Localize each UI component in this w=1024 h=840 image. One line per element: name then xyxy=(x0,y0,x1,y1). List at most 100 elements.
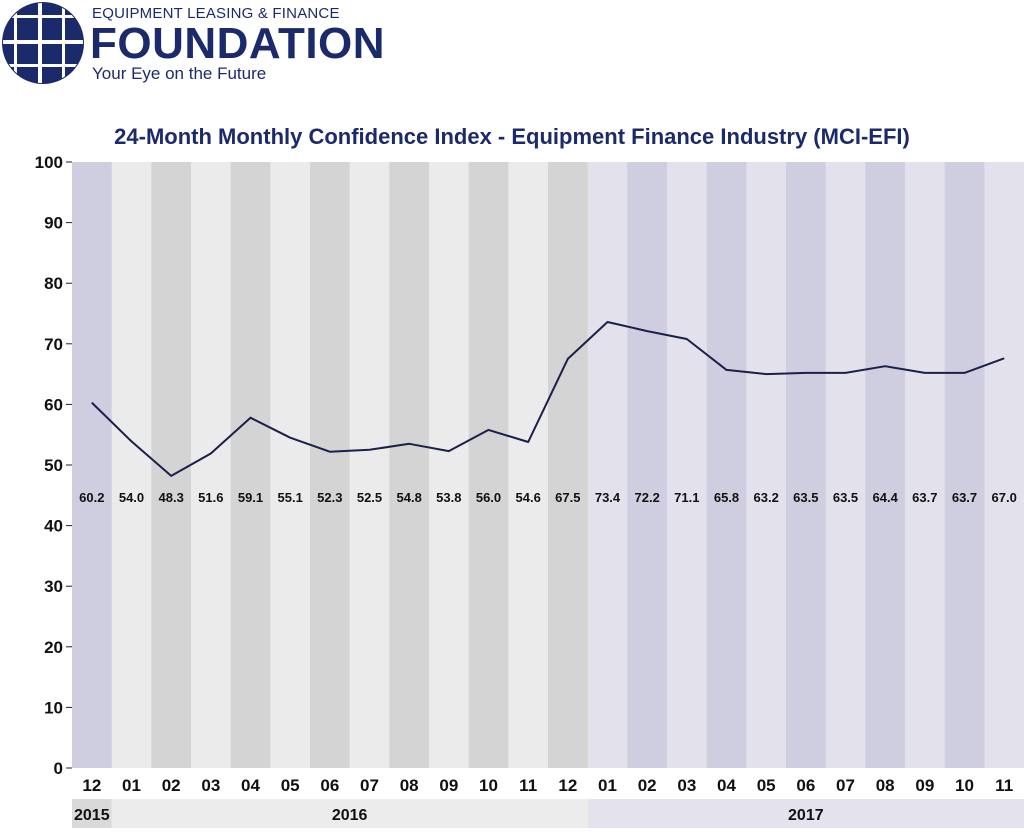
column-band xyxy=(349,162,390,768)
y-tick-label: 60 xyxy=(44,395,63,414)
x-tick-label: 05 xyxy=(757,776,776,795)
column-band xyxy=(548,162,589,768)
year-band xyxy=(587,799,1024,828)
x-tick-label: 11 xyxy=(995,776,1013,795)
data-label: 63.7 xyxy=(912,490,937,505)
y-tick-label: 90 xyxy=(44,214,63,233)
x-tick-label: 06 xyxy=(796,776,815,795)
x-tick-label: 11 xyxy=(519,776,537,795)
year-band-label: 2015 xyxy=(74,807,110,824)
data-label: 65.8 xyxy=(714,490,739,505)
column-band xyxy=(191,162,232,768)
globe-grid-icon xyxy=(2,2,84,84)
column-band xyxy=(468,162,509,768)
series-line-group xyxy=(91,321,1005,477)
logo-org-name: FOUNDATION xyxy=(90,19,386,68)
column-band xyxy=(310,162,351,768)
y-tick-label: 70 xyxy=(44,335,63,354)
y-tick-label: 0 xyxy=(54,759,63,778)
year-band-label: 2017 xyxy=(788,807,824,824)
column-band xyxy=(786,162,827,768)
x-tick-label: 04 xyxy=(717,776,736,795)
logo-tagline: Your Eye on the Future xyxy=(92,64,267,83)
data-label: 71.1 xyxy=(674,490,699,505)
column-band xyxy=(627,162,668,768)
column-band xyxy=(825,162,866,768)
y-tick-label: 30 xyxy=(44,577,63,596)
data-label: 63.7 xyxy=(952,490,977,505)
data-label: 72.2 xyxy=(635,490,660,505)
data-label: 54.6 xyxy=(516,490,541,505)
x-tick-label: 09 xyxy=(439,776,458,795)
y-axis: 0 10 20 30 40 50 60 70 80 90 100 xyxy=(35,153,72,778)
x-tick-label: 01 xyxy=(598,776,617,795)
foundation-logo: EQUIPMENT LEASING & FINANCE FOUNDATION Y… xyxy=(0,0,400,90)
data-label: 67.0 xyxy=(992,490,1017,505)
data-label: 59.1 xyxy=(238,490,263,505)
data-label: 60.2 xyxy=(79,490,104,505)
x-tick-label: 07 xyxy=(360,776,379,795)
x-tick-label: 02 xyxy=(162,776,181,795)
data-label: 63.2 xyxy=(754,490,779,505)
column-band xyxy=(587,162,628,768)
data-label: 53.8 xyxy=(436,490,461,505)
data-label: 51.6 xyxy=(198,490,223,505)
column-band xyxy=(270,162,311,768)
x-tick-label: 03 xyxy=(201,776,220,795)
chart-title: 24-Month Monthly Confidence Index - Equi… xyxy=(114,124,910,149)
x-tick-label: 10 xyxy=(955,776,974,795)
y-tick-label: 10 xyxy=(44,698,63,717)
x-tick-label: 08 xyxy=(876,776,895,795)
data-label: 63.5 xyxy=(833,490,858,505)
data-label: 52.3 xyxy=(317,490,342,505)
column-band xyxy=(865,162,906,768)
x-tick-label: 09 xyxy=(915,776,934,795)
column-band xyxy=(72,162,113,768)
x-tick-label: 04 xyxy=(241,776,260,795)
data-label: 54.8 xyxy=(397,490,422,505)
series-line xyxy=(91,321,1005,477)
logo-org-line: EQUIPMENT LEASING & FINANCE xyxy=(92,5,340,22)
y-tick-label: 40 xyxy=(44,517,63,536)
column-band xyxy=(905,162,946,768)
data-label: 48.3 xyxy=(159,490,184,505)
x-tick-label: 12 xyxy=(82,776,101,795)
data-label: 67.5 xyxy=(555,490,580,505)
data-label: 52.5 xyxy=(357,490,382,505)
data-label: 73.4 xyxy=(595,490,621,505)
column-band xyxy=(111,162,152,768)
column-band xyxy=(508,162,549,768)
data-label: 56.0 xyxy=(476,490,501,505)
y-tick-label: 80 xyxy=(44,274,63,293)
year-band xyxy=(111,799,588,828)
year-band xyxy=(72,799,112,828)
x-tick-label: 07 xyxy=(836,776,855,795)
column-band xyxy=(429,162,470,768)
x-axis: 12 01 02 03 04 05 06 07 08 09 10 11 12 01 02 03 04 05 06 07… xyxy=(82,776,1013,795)
data-label: 54.0 xyxy=(119,490,144,505)
x-tick-label: 10 xyxy=(479,776,498,795)
column-band xyxy=(389,162,430,768)
column-band xyxy=(984,162,1024,768)
column-band xyxy=(944,162,985,768)
x-tick-label: 08 xyxy=(400,776,419,795)
value-labels: 60.2 54.0 48.3 51.6 59.1 55.1 52.3 52.5 54.8 53.8… xyxy=(79,490,1017,505)
x-tick-label: 01 xyxy=(122,776,141,795)
column-band xyxy=(667,162,708,768)
y-tick-label: 20 xyxy=(44,638,63,657)
x-tick-label: 02 xyxy=(638,776,657,795)
x-tick-label: 05 xyxy=(281,776,300,795)
x-tick-label: 12 xyxy=(558,776,577,795)
data-label: 55.1 xyxy=(278,490,303,505)
column-band xyxy=(746,162,787,768)
y-tick-label: 100 xyxy=(35,153,63,172)
year-bands: 2015 2016 2017 xyxy=(72,799,1024,828)
y-tick-label: 50 xyxy=(44,456,63,475)
year-band-label: 2016 xyxy=(332,807,368,824)
x-tick-label: 06 xyxy=(320,776,339,795)
column-band xyxy=(706,162,747,768)
data-label: 63.5 xyxy=(793,490,818,505)
column-band xyxy=(230,162,271,768)
x-tick-label: 03 xyxy=(677,776,696,795)
